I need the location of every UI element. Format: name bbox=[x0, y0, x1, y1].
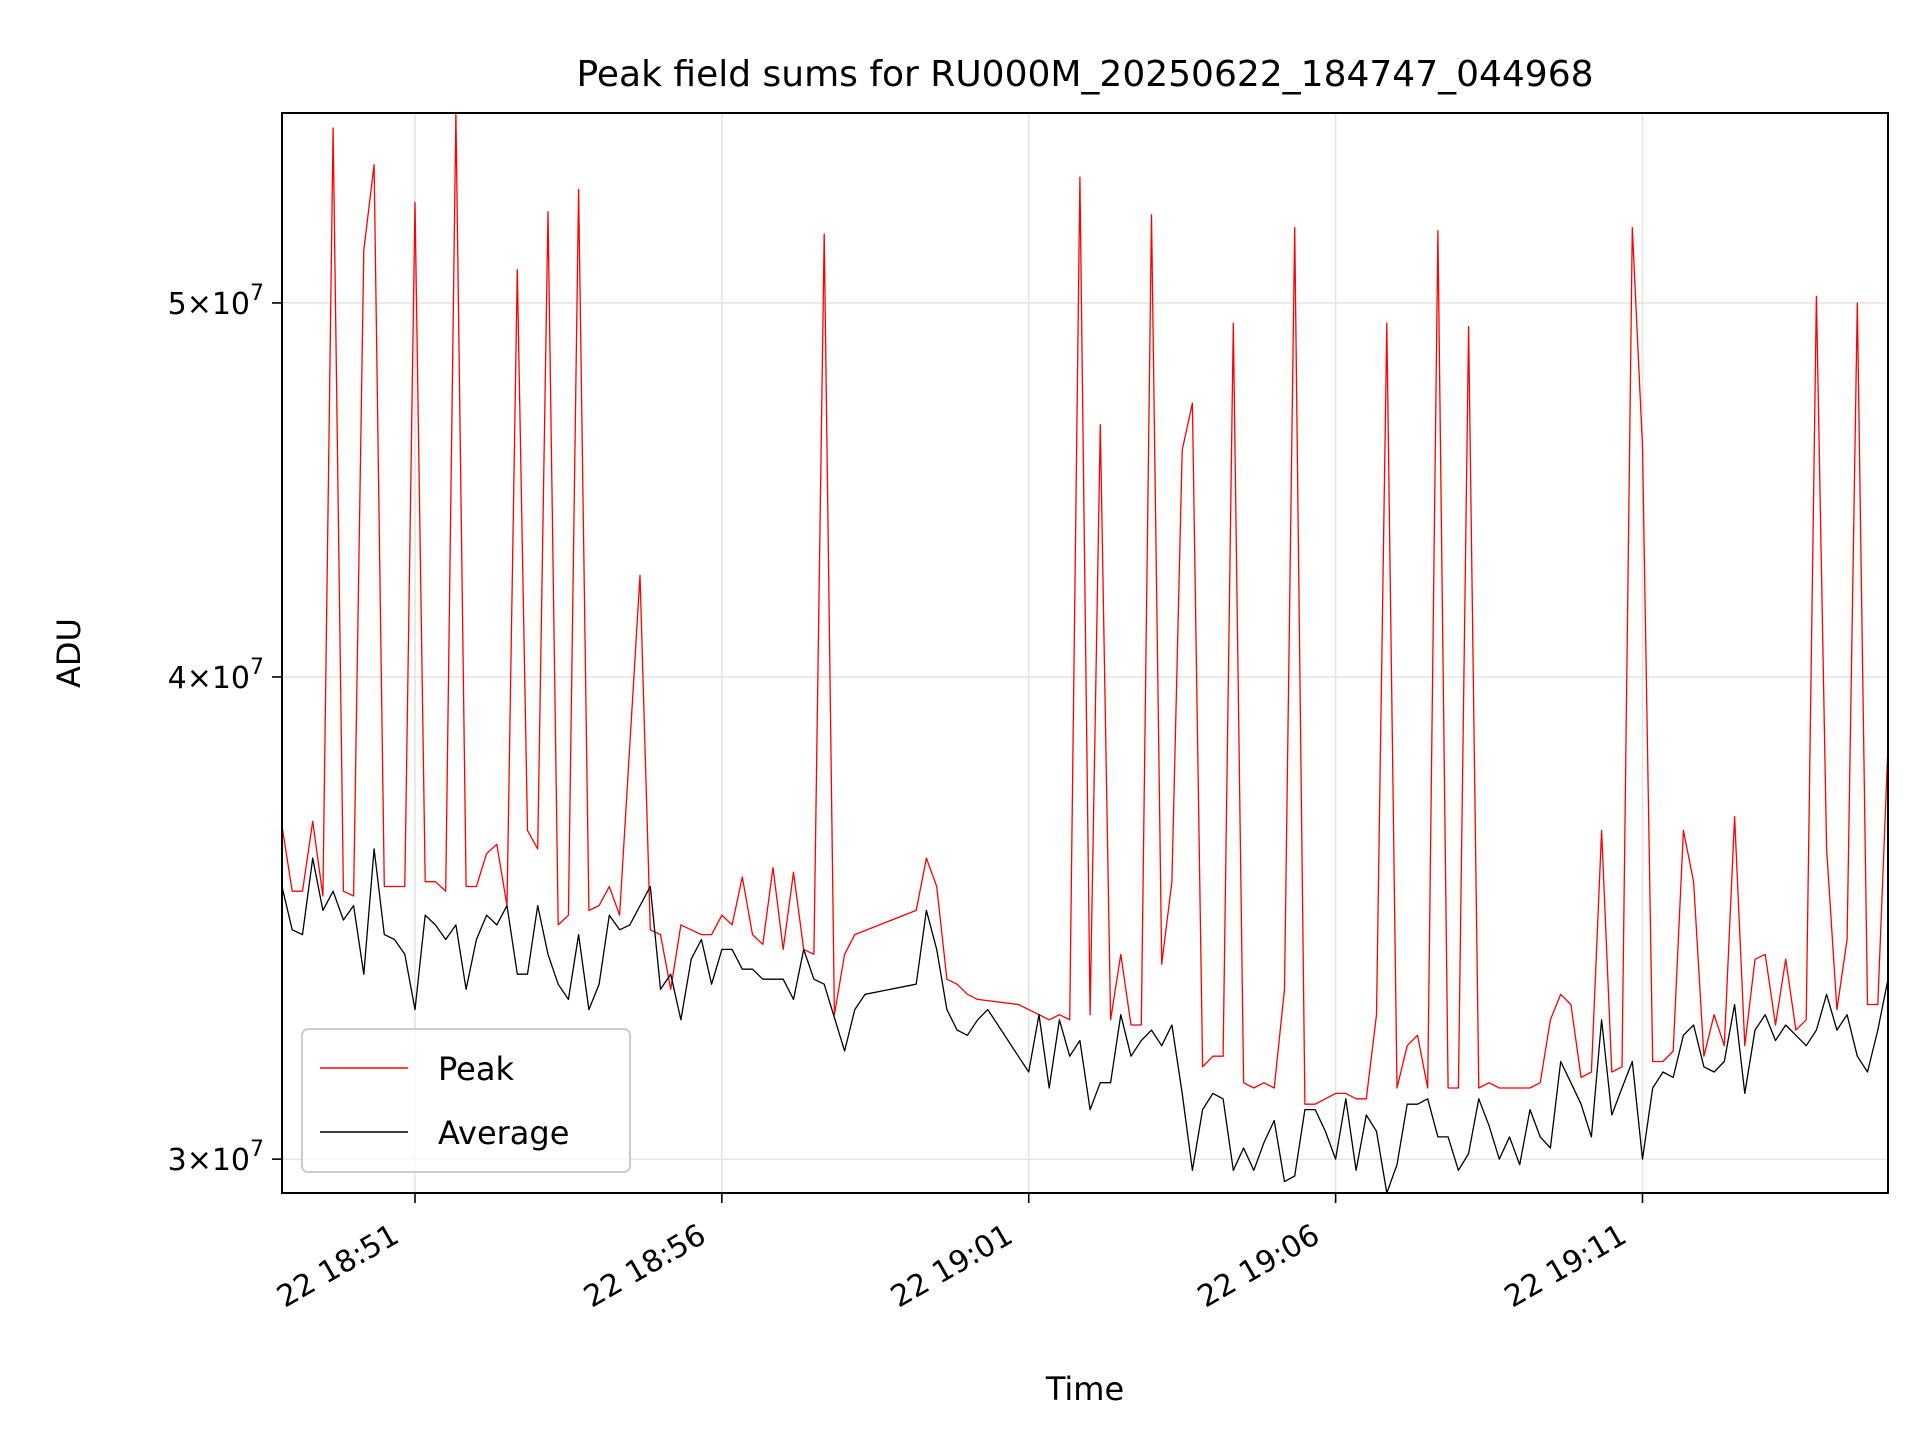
y-tick-exponent: 7 bbox=[250, 655, 264, 680]
series-line-peak bbox=[281, 112, 1889, 1105]
legend: Peak Average bbox=[301, 1028, 631, 1173]
legend-label-peak: Peak bbox=[438, 1050, 514, 1088]
plot-frame bbox=[281, 112, 1889, 1194]
y-tick-label: 4×107 bbox=[168, 655, 264, 696]
legend-label-average: Average bbox=[438, 1114, 569, 1152]
y-tick-times: ×10 bbox=[187, 1143, 250, 1178]
y-tick-times: ×10 bbox=[187, 661, 250, 696]
y-tick-exponent: 7 bbox=[250, 281, 264, 306]
y-tick-exponent: 7 bbox=[250, 1137, 264, 1162]
series-line-average bbox=[281, 848, 1889, 1194]
y-tick-base: 4 bbox=[168, 661, 187, 696]
series-layer bbox=[281, 112, 1889, 1194]
y-tick-base: 3 bbox=[168, 1143, 187, 1178]
legend-frame bbox=[301, 1028, 631, 1173]
y-tick-times: ×10 bbox=[187, 287, 250, 322]
y-axis-label: ADU bbox=[50, 618, 88, 688]
chart-title: Peak field sums for RU000M_20250622_1847… bbox=[576, 54, 1593, 95]
x-axis-label: Time bbox=[1045, 1370, 1124, 1408]
y-tick-label: 3×107 bbox=[168, 1137, 264, 1178]
y-tick-label: 5×107 bbox=[168, 281, 264, 322]
y-tick-base: 5 bbox=[168, 287, 187, 322]
